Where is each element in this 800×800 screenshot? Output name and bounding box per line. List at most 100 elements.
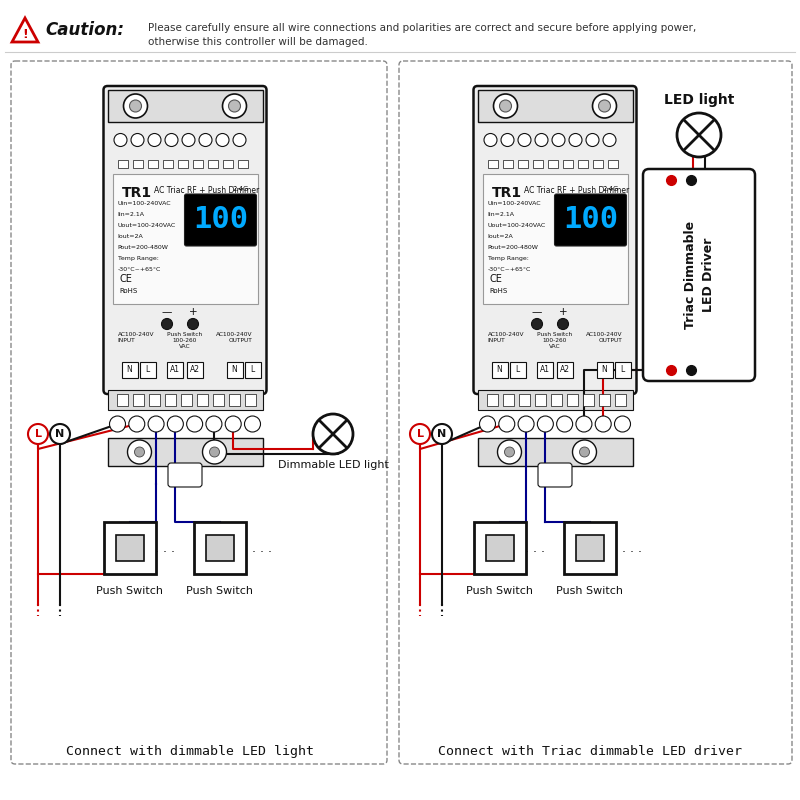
Text: AC100-240V
INPUT: AC100-240V INPUT bbox=[487, 332, 524, 343]
Circle shape bbox=[479, 416, 495, 432]
Bar bbox=[118, 160, 127, 168]
Bar bbox=[534, 394, 546, 406]
Bar bbox=[133, 160, 142, 168]
Text: Iin=2.1A: Iin=2.1A bbox=[118, 212, 145, 217]
Circle shape bbox=[131, 134, 144, 146]
Text: N: N bbox=[602, 366, 607, 374]
Bar bbox=[104, 522, 156, 574]
Bar bbox=[213, 394, 223, 406]
Bar bbox=[566, 394, 578, 406]
Bar bbox=[226, 362, 242, 378]
Circle shape bbox=[593, 94, 617, 118]
Circle shape bbox=[210, 447, 219, 457]
Text: N: N bbox=[497, 366, 502, 374]
Bar bbox=[482, 174, 627, 304]
Text: Push Switch: Push Switch bbox=[186, 586, 254, 596]
Circle shape bbox=[535, 134, 548, 146]
Text: L: L bbox=[250, 366, 254, 374]
Text: L: L bbox=[34, 429, 42, 439]
Circle shape bbox=[586, 134, 599, 146]
Bar bbox=[502, 160, 513, 168]
Bar bbox=[107, 390, 262, 410]
Text: 100: 100 bbox=[563, 206, 618, 234]
Circle shape bbox=[573, 440, 597, 464]
Bar bbox=[167, 362, 183, 378]
Text: . . .: . . . bbox=[622, 542, 642, 554]
Bar bbox=[576, 535, 604, 561]
Bar bbox=[487, 160, 498, 168]
Text: 2.4G: 2.4G bbox=[232, 186, 249, 192]
Text: Push Switch
100-260
VAC: Push Switch 100-260 VAC bbox=[167, 332, 202, 350]
Text: Connect with dimmable LED light: Connect with dimmable LED light bbox=[66, 745, 314, 758]
Bar bbox=[486, 394, 498, 406]
Circle shape bbox=[552, 134, 565, 146]
Bar bbox=[593, 160, 602, 168]
Text: CE: CE bbox=[119, 274, 132, 284]
Circle shape bbox=[603, 134, 616, 146]
Circle shape bbox=[245, 416, 261, 432]
Bar bbox=[116, 535, 144, 561]
FancyBboxPatch shape bbox=[185, 194, 257, 246]
Circle shape bbox=[313, 414, 353, 454]
Bar bbox=[238, 160, 247, 168]
Text: AC100-240V
OUTPUT: AC100-240V OUTPUT bbox=[586, 332, 622, 343]
Bar bbox=[147, 160, 158, 168]
Text: +: + bbox=[189, 307, 198, 317]
Text: Iout=2A: Iout=2A bbox=[118, 234, 143, 239]
Circle shape bbox=[233, 134, 246, 146]
Text: AC Triac RF + Push Dimmer: AC Triac RF + Push Dimmer bbox=[523, 186, 629, 195]
Text: Push Switch: Push Switch bbox=[466, 586, 534, 596]
Bar bbox=[222, 160, 233, 168]
Text: Pout=200-480W: Pout=200-480W bbox=[487, 245, 538, 250]
Circle shape bbox=[50, 424, 70, 444]
Bar bbox=[537, 362, 553, 378]
Bar bbox=[107, 90, 262, 122]
Text: —: — bbox=[532, 307, 542, 317]
Text: Push Switch: Push Switch bbox=[97, 586, 163, 596]
Text: A1: A1 bbox=[170, 366, 180, 374]
Bar bbox=[597, 362, 613, 378]
Text: L: L bbox=[417, 429, 423, 439]
Text: Pout=200-480W: Pout=200-480W bbox=[118, 245, 168, 250]
Bar bbox=[113, 174, 258, 304]
Circle shape bbox=[216, 134, 229, 146]
Circle shape bbox=[229, 100, 241, 112]
Bar bbox=[193, 160, 202, 168]
Text: N: N bbox=[55, 429, 65, 439]
Bar bbox=[207, 160, 218, 168]
Text: Uout=100-240VAC: Uout=100-240VAC bbox=[118, 223, 176, 228]
Circle shape bbox=[498, 416, 514, 432]
Bar bbox=[518, 394, 530, 406]
Bar bbox=[181, 394, 191, 406]
Text: Caution:: Caution: bbox=[45, 21, 124, 39]
Bar bbox=[478, 390, 633, 410]
Text: . . .: . . . bbox=[252, 542, 272, 554]
Bar bbox=[178, 160, 187, 168]
Text: Temp Range:: Temp Range: bbox=[118, 256, 158, 261]
Text: AC100-240V
INPUT: AC100-240V INPUT bbox=[118, 332, 154, 343]
Circle shape bbox=[110, 416, 126, 432]
Circle shape bbox=[518, 416, 534, 432]
Bar bbox=[197, 394, 207, 406]
Text: LED light: LED light bbox=[664, 93, 734, 107]
Circle shape bbox=[162, 318, 173, 330]
Circle shape bbox=[182, 134, 195, 146]
Text: -30°C~+65°C: -30°C~+65°C bbox=[487, 267, 531, 272]
Text: RoHS: RoHS bbox=[490, 288, 508, 294]
Circle shape bbox=[677, 113, 721, 157]
Bar bbox=[607, 160, 618, 168]
Circle shape bbox=[558, 318, 569, 330]
Bar bbox=[139, 362, 155, 378]
Bar bbox=[117, 394, 127, 406]
Bar bbox=[491, 362, 507, 378]
Text: Push Switch: Push Switch bbox=[557, 586, 623, 596]
Text: Dimmable LED light: Dimmable LED light bbox=[278, 460, 389, 470]
Circle shape bbox=[498, 440, 522, 464]
Bar bbox=[229, 394, 239, 406]
Circle shape bbox=[148, 134, 161, 146]
Bar bbox=[133, 394, 143, 406]
Bar bbox=[107, 438, 262, 466]
Bar bbox=[533, 160, 542, 168]
Text: CE: CE bbox=[490, 274, 502, 284]
Circle shape bbox=[579, 447, 590, 457]
